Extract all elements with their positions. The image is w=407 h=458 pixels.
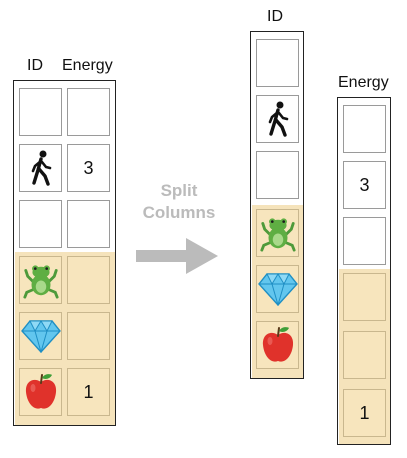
original-id-header: ID	[27, 57, 43, 74]
apple-icon	[262, 327, 293, 362]
split-energy-cell	[343, 217, 386, 265]
split-id-cell	[256, 39, 299, 87]
split-energy-cell: 1	[343, 389, 386, 437]
split-label-line2: Columns	[142, 203, 216, 222]
original-energy-cell	[67, 256, 110, 304]
original-energy-cell	[67, 200, 110, 248]
split-id-cell	[256, 151, 299, 199]
original-energy-cell: 3	[67, 144, 110, 192]
split-id-cell	[256, 209, 299, 257]
original-id-cell	[19, 368, 62, 416]
apple-icon	[25, 374, 56, 409]
original-energy-header: Energy	[62, 57, 113, 74]
split-label-line1: Split	[160, 181, 198, 200]
diamond-icon	[257, 273, 298, 306]
original-id-cell	[19, 88, 62, 136]
split-energy-header: Energy	[338, 74, 389, 91]
split-energy-cell	[343, 331, 386, 379]
frog-icon	[22, 265, 59, 299]
person-walking-icon	[268, 101, 288, 137]
original-id-cell	[19, 256, 62, 304]
split-energy-cell: 3	[343, 161, 386, 209]
split-id-cell	[256, 95, 299, 143]
original-id-cell	[19, 312, 62, 360]
split-id-header: ID	[267, 8, 283, 25]
original-id-cell	[19, 144, 62, 192]
frog-icon	[259, 218, 296, 252]
split-id-cell	[256, 265, 299, 313]
right-arrow-icon	[136, 238, 218, 274]
original-energy-cell	[67, 312, 110, 360]
original-id-cell	[19, 200, 62, 248]
split-energy-cell	[343, 105, 386, 153]
diamond-icon	[20, 320, 61, 353]
split-energy-cell	[343, 273, 386, 321]
person-walking-icon	[31, 150, 51, 186]
original-energy-cell	[67, 88, 110, 136]
split-id-cell	[256, 321, 299, 369]
original-energy-cell: 1	[67, 368, 110, 416]
split-columns-label: Split Columns	[127, 180, 231, 224]
